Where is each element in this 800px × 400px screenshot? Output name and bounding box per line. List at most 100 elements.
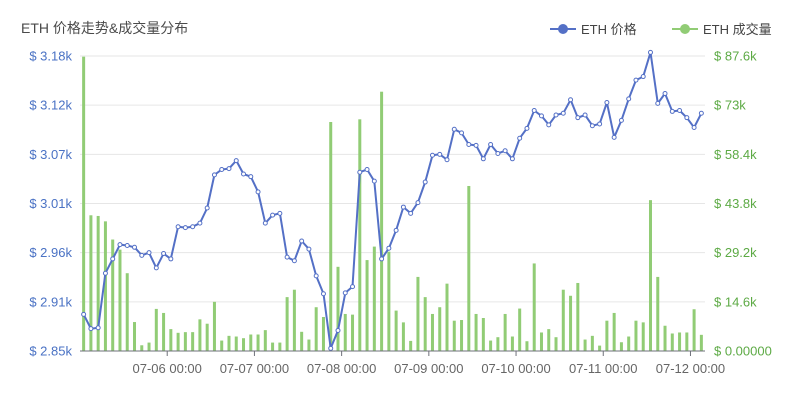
price-point	[517, 135, 523, 141]
volume-bar	[358, 119, 362, 351]
volume-bar	[445, 283, 449, 351]
price-point	[211, 172, 217, 178]
volume-bar	[336, 266, 340, 351]
volume-bar	[394, 310, 398, 351]
volume-bar	[351, 314, 355, 351]
price-point	[437, 151, 443, 157]
price-point	[124, 243, 130, 249]
volume-bar	[140, 345, 144, 351]
price-point	[618, 117, 624, 123]
price-point	[647, 49, 653, 55]
y-left-tick-label: $ 3.01k	[29, 196, 72, 211]
volume-bar	[467, 185, 471, 351]
price-point	[255, 189, 261, 195]
volume-bar	[452, 320, 456, 351]
volume-bar	[612, 312, 616, 351]
volume-bar	[125, 273, 129, 351]
volume-bar	[205, 323, 209, 351]
price-point	[415, 200, 421, 206]
volume-bar	[271, 342, 275, 351]
price-point	[226, 166, 232, 172]
price-point	[473, 142, 479, 148]
volume-bar	[503, 313, 507, 351]
volume-bar	[401, 322, 405, 351]
volume-bar	[329, 122, 333, 351]
y-left-tick-label: $ 3.12k	[29, 98, 72, 113]
price-point	[502, 148, 508, 154]
y-right-tick-label: $ 0.00000	[714, 344, 772, 359]
volume-bar	[598, 345, 602, 351]
volume-bar	[663, 325, 667, 351]
price-point	[524, 125, 530, 131]
price-point	[357, 169, 363, 175]
price-point	[677, 108, 683, 114]
price-point	[589, 123, 595, 129]
price-point	[81, 311, 87, 317]
volume-bar	[242, 338, 246, 351]
price-point	[328, 345, 334, 351]
volume-bar	[82, 56, 86, 351]
price-point	[626, 96, 632, 102]
price-point	[633, 77, 639, 83]
price-point	[444, 157, 450, 163]
volume-bar	[496, 337, 500, 351]
price-point	[364, 167, 370, 173]
volume-bar	[561, 289, 565, 351]
volume-bar	[285, 297, 289, 351]
price-point	[313, 273, 319, 279]
price-point	[219, 167, 225, 173]
legend-item-price: ETH 价格	[550, 22, 637, 37]
volume-bar	[583, 339, 587, 351]
price-point	[509, 156, 515, 162]
price-point	[422, 179, 428, 185]
x-tick-label: 07-08 00:00	[307, 361, 376, 376]
volume-bar	[699, 334, 703, 351]
price-point	[168, 256, 174, 262]
y-right-tick-label: $ 43.8k	[714, 196, 757, 211]
volume-bar	[321, 316, 325, 351]
volume-bar	[430, 313, 434, 351]
volume-bar	[409, 340, 413, 351]
price-point	[546, 122, 552, 128]
axes: $ 3.18k $ 87.6k $ 3.12k $ 73k $ 3.07k $ 58.4k…	[29, 49, 772, 377]
price-point	[306, 246, 312, 252]
price-point	[102, 270, 108, 276]
price-point	[480, 156, 486, 162]
price-point	[568, 97, 574, 103]
volume-bar	[539, 332, 543, 351]
volume-bar	[96, 215, 100, 351]
legend-label-volume: ETH 成交量	[703, 22, 772, 37]
y-right-tick-label: $ 29.2k	[714, 245, 757, 260]
price-line	[81, 49, 704, 351]
volume-bar	[569, 295, 573, 351]
y-left-tick-label: $ 2.96k	[29, 245, 72, 260]
volume-bar	[416, 276, 420, 351]
volume-bar	[372, 246, 376, 351]
volume-bar	[590, 335, 594, 351]
volume-bar	[460, 320, 464, 351]
price-point	[459, 130, 465, 136]
volume-bar	[103, 221, 107, 351]
volume-bar	[648, 200, 652, 351]
price-point	[386, 245, 392, 251]
y-left-tick-label: $ 2.91k	[29, 294, 72, 309]
price-point	[379, 256, 385, 262]
legend-item-volume: ETH 成交量	[672, 22, 772, 37]
volume-bar	[256, 334, 260, 351]
x-tick-label: 07-10 00:00	[481, 361, 550, 376]
price-point	[132, 244, 138, 250]
volume-bar	[343, 313, 347, 351]
legend-dot-icon	[680, 24, 690, 34]
y-right-tick-label: $ 58.4k	[714, 147, 757, 162]
price-point	[669, 108, 675, 114]
volume-bar	[133, 322, 137, 351]
price-point	[582, 112, 588, 118]
price-point	[182, 225, 188, 231]
y-right-tick-label: $ 14.6k	[714, 294, 757, 309]
price-point	[466, 142, 472, 147]
volume-bar	[547, 329, 551, 351]
price-point	[597, 121, 603, 127]
price-point	[560, 110, 566, 116]
volume-bar	[118, 249, 122, 351]
